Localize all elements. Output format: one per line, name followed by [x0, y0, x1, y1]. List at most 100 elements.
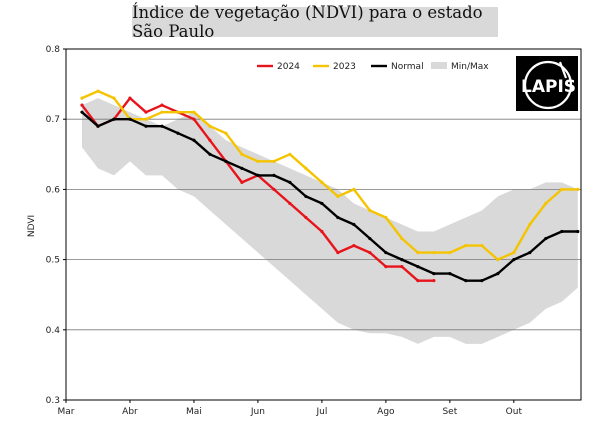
data-point-2023 [512, 250, 516, 255]
y-tick-label: 0.8 [46, 45, 61, 55]
x-tick-label: Out [506, 407, 523, 417]
x-tick-label: Mai [186, 407, 202, 417]
x-tick-label: Jun [250, 407, 265, 417]
data-point-normal [496, 272, 500, 276]
series-line-normal [81, 111, 578, 282]
data-point-normal [256, 173, 260, 177]
data-point-2024 [416, 279, 420, 283]
data-point-normal [576, 229, 580, 234]
plot-frame [65, 48, 582, 401]
data-point-2023 [336, 194, 340, 199]
data-point-2024 [208, 138, 212, 142]
data-point-2023 [464, 243, 468, 248]
data-point-2023 [400, 236, 404, 241]
legend-label-2024: 2024 [277, 62, 300, 72]
y-tick-label: 0.6 [46, 185, 61, 195]
data-point-2023 [80, 96, 84, 100]
data-point-normal [544, 236, 548, 241]
data-point-normal [304, 194, 308, 199]
data-point-2024 [240, 180, 244, 184]
y-tick-label: 0.4 [46, 326, 61, 336]
data-point-2023 [384, 215, 388, 220]
data-point-normal [144, 124, 148, 128]
lapis-logo-needle [558, 61, 568, 79]
data-point-2024 [288, 201, 292, 206]
y-tick-label: 0.3 [46, 396, 60, 406]
data-point-normal [384, 250, 388, 255]
data-point-normal [400, 258, 404, 262]
lapis-logo: LAPIS [516, 56, 578, 111]
data-point-2023 [480, 243, 484, 248]
data-point-normal [96, 124, 100, 128]
data-point-normal [512, 258, 516, 262]
data-point-2023 [320, 180, 324, 184]
data-point-normal [416, 265, 420, 269]
data-point-2023 [528, 222, 532, 227]
data-point-2023 [240, 152, 244, 156]
data-point-normal [320, 201, 324, 206]
min-max-band [81, 98, 578, 344]
chart-title: Índice de vegetação (NDVI) para o estado… [132, 3, 483, 41]
data-point-2023 [352, 187, 356, 191]
data-point-2023 [272, 159, 276, 163]
data-point-2023 [544, 201, 548, 206]
data-point-normal [176, 131, 180, 135]
data-point-normal [224, 159, 228, 163]
y-tick-label: 0.5 [46, 256, 60, 266]
y-axis-label: NDVI [27, 215, 37, 237]
chart-title-box: Índice de vegetação (NDVI) para o estado… [132, 3, 498, 41]
data-point-normal [272, 173, 276, 177]
x-tick-label: Ago [377, 407, 395, 417]
data-point-2024 [272, 187, 276, 191]
legend-swatch-min-max [431, 62, 447, 69]
series-layer [80, 89, 580, 283]
data-point-normal [160, 124, 164, 128]
data-point-2024 [336, 250, 340, 255]
data-point-normal [112, 117, 116, 121]
lapis-logo-background [516, 56, 578, 111]
series-line-2023 [81, 89, 578, 261]
data-point-2023 [144, 117, 148, 121]
data-point-2024 [144, 110, 148, 114]
data-point-2023 [304, 166, 308, 170]
grid-layer [66, 118, 581, 331]
data-point-2023 [368, 208, 372, 213]
data-point-normal [240, 166, 244, 170]
data-point-2023 [192, 110, 196, 114]
data-point-2024 [304, 215, 308, 220]
data-point-normal [352, 222, 356, 227]
data-point-2023 [496, 258, 500, 262]
data-point-2023 [176, 110, 180, 114]
legend-label-min-max: Min/Max [451, 62, 489, 72]
data-point-normal [448, 272, 452, 276]
data-point-2024 [352, 243, 356, 248]
data-point-normal [192, 138, 196, 142]
min-max-band-layer [81, 98, 578, 344]
data-point-2023 [256, 159, 260, 163]
lapis-logo-ring [523, 60, 573, 110]
data-point-normal [336, 215, 340, 220]
y-tick-label: 0.7 [46, 115, 60, 125]
data-point-normal [464, 279, 468, 283]
legend-label-normal: Normal [391, 62, 424, 72]
data-point-2023 [448, 250, 452, 255]
data-point-normal [368, 236, 372, 241]
data-point-2023 [560, 187, 564, 191]
data-point-normal [528, 250, 532, 255]
data-point-2024 [128, 96, 132, 100]
data-point-normal [432, 272, 436, 276]
data-point-2023 [288, 152, 292, 156]
data-point-normal [560, 229, 564, 234]
data-point-2023 [432, 250, 436, 255]
data-point-2024 [160, 103, 164, 107]
data-point-2023 [224, 131, 228, 135]
data-point-normal [480, 279, 484, 283]
x-tick-label: Abr [122, 407, 138, 417]
data-point-2023 [160, 110, 164, 114]
legend-label-2023: 2023 [333, 62, 356, 72]
data-point-2023 [576, 187, 580, 191]
data-point-2024 [432, 279, 436, 283]
x-tick-label: Mar [58, 407, 75, 417]
data-point-2023 [96, 89, 100, 93]
